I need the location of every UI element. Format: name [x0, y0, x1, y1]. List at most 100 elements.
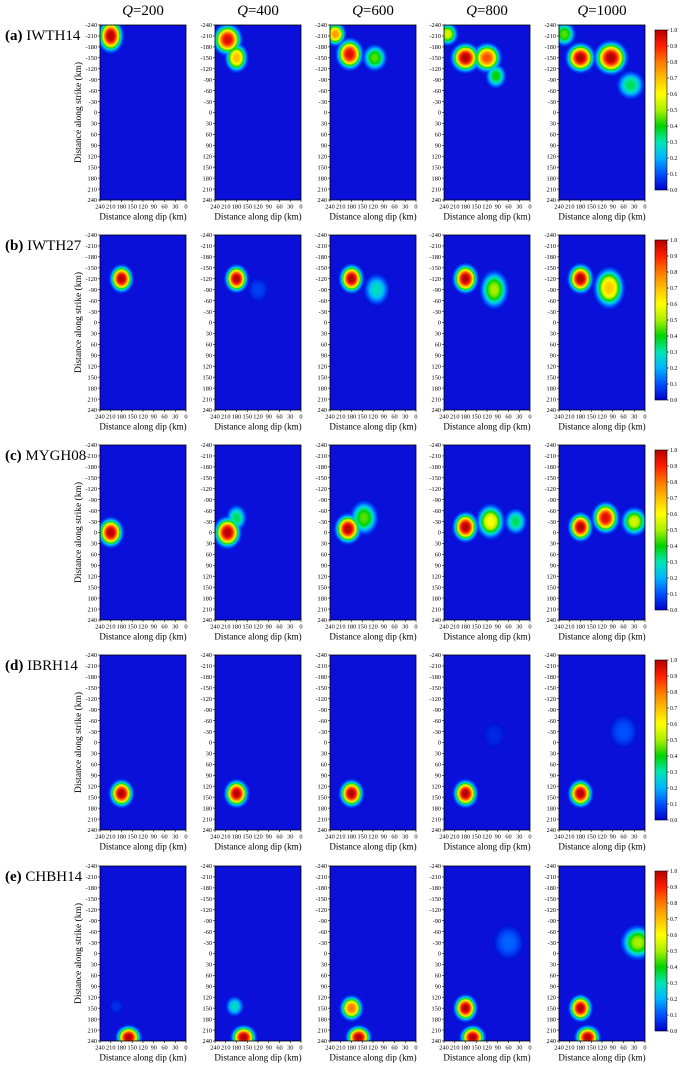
y-tick-label: -90 [548, 707, 556, 714]
y-tick-label: 60 [206, 973, 212, 980]
y-tick-label: 240 [547, 407, 556, 414]
x-tick-label: 210 [221, 624, 230, 631]
x-tick-label: 210 [106, 1045, 115, 1052]
y-tick-label: -90 [204, 77, 212, 84]
heatmap-panel: -240-210-180-150-120-90-60-3003060901201… [544, 442, 646, 641]
y-tick-label: 150 [318, 164, 327, 171]
x-tick-label: 0 [528, 1045, 531, 1052]
x-tick-label: 210 [106, 414, 115, 421]
y-tick-label: -90 [433, 497, 441, 504]
y-tick-label: 60 [206, 132, 212, 139]
y-tick-label: 240 [547, 197, 556, 204]
heatmap-field [444, 445, 530, 620]
colorbar-tick-label: 0.0 [670, 818, 677, 824]
y-tick-label: -210 [544, 663, 556, 670]
y-tick-label: -150 [85, 55, 97, 62]
y-tick-label: 60 [206, 552, 212, 559]
y-tick-label: 0 [438, 320, 441, 327]
y-tick-label: 60 [91, 973, 97, 980]
x-axis-label: Distance along dip (km) [443, 212, 530, 222]
x-tick-label: 30 [287, 834, 293, 841]
y-tick-label: 30 [435, 121, 441, 128]
x-tick-label: 60 [620, 834, 626, 841]
x-tick-label: 0 [184, 834, 187, 841]
y-tick-label: -210 [200, 243, 212, 250]
x-tick-label: 60 [161, 624, 167, 631]
y-tick-label: -150 [85, 896, 97, 903]
y-tick-label: 0 [209, 951, 212, 958]
y-tick-label: 120 [547, 153, 556, 160]
y-tick-label: 210 [88, 606, 97, 613]
x-tick-label: 0 [184, 624, 187, 631]
x-axis-label: Distance along dip (km) [443, 422, 530, 432]
y-tick-label: -180 [85, 674, 97, 681]
y-tick-label: 120 [547, 363, 556, 370]
colorbar-tick-label: 0.7 [670, 76, 677, 82]
x-tick-label: 180 [117, 834, 126, 841]
x-axis-label: Distance along dip (km) [99, 422, 186, 432]
heatmap-field [215, 25, 301, 200]
y-tick-label: 180 [88, 385, 97, 392]
y-tick-label: 0 [324, 110, 327, 117]
y-tick-label: 30 [321, 331, 327, 338]
x-tick-label: 90 [610, 624, 616, 631]
y-tick-label: 120 [318, 363, 327, 370]
y-tick-label: -30 [548, 99, 556, 106]
y-tick-label: -240 [200, 652, 212, 659]
y-tick-label: -240 [85, 652, 97, 659]
x-axis-label: Distance along dip (km) [329, 1053, 416, 1063]
y-tick-label: 90 [206, 353, 212, 360]
y-tick-label: -150 [85, 685, 97, 692]
x-tick-label: 150 [243, 834, 252, 841]
colorbar-tick-label: 0.1 [670, 382, 677, 388]
colorbar-tick-label: 0.6 [670, 512, 677, 518]
y-tick-label: -150 [544, 265, 556, 272]
y-tick-label: 180 [432, 805, 441, 812]
x-axis-label: Distance along dip (km) [443, 1053, 530, 1063]
x-tick-label: 30 [287, 204, 293, 211]
y-tick-label: 240 [547, 617, 556, 624]
x-tick-label: 0 [414, 834, 417, 841]
y-tick-label: -240 [200, 442, 212, 449]
x-tick-label: 60 [391, 414, 397, 421]
y-tick-label: 150 [88, 794, 97, 801]
y-tick-label: -210 [85, 453, 97, 460]
y-tick-label: -60 [204, 718, 212, 725]
y-tick-label: 90 [91, 353, 97, 360]
x-tick-label: 210 [221, 414, 230, 421]
y-tick-label: -30 [89, 729, 97, 736]
y-tick-label: -210 [544, 874, 556, 881]
x-tick-label: 90 [495, 1045, 501, 1052]
x-tick-label: 240 [210, 414, 219, 421]
y-tick-label: 90 [550, 984, 556, 991]
x-tick-label: 90 [381, 1045, 387, 1052]
y-tick-label: 0 [324, 740, 327, 747]
x-tick-label: 210 [450, 414, 459, 421]
y-tick-label: 240 [203, 827, 212, 834]
heatmap-field [330, 655, 416, 830]
x-tick-label: 90 [151, 414, 157, 421]
x-tick-label: 60 [161, 414, 167, 421]
x-tick-label: 120 [368, 1045, 377, 1052]
colorbar-tick-label: 0.8 [670, 270, 677, 276]
colorbar-tick-label: 0.7 [670, 917, 677, 923]
x-tick-label: 210 [565, 624, 574, 631]
row-label: (c) MYGH08 [5, 448, 86, 464]
y-axis-label: Distance along strike (km) [73, 903, 84, 1004]
y-tick-label: -90 [319, 287, 327, 294]
x-tick-label: 180 [576, 834, 585, 841]
colorbar-gradient [654, 659, 668, 821]
x-tick-label: 180 [461, 414, 470, 421]
y-tick-label: -240 [315, 22, 327, 29]
heatmap-panel: -240-210-180-150-120-90-60-3003060901201… [200, 442, 302, 641]
x-tick-label: 210 [565, 414, 574, 421]
y-tick-label: -60 [548, 718, 556, 725]
y-tick-label: 30 [206, 751, 212, 758]
y-tick-label: 30 [435, 751, 441, 758]
x-tick-label: 180 [232, 834, 241, 841]
colorbar-tick-label: 0.9 [670, 885, 677, 891]
y-tick-label: 0 [553, 110, 556, 117]
y-tick-label: -240 [429, 232, 441, 239]
y-tick-label: -60 [433, 508, 441, 515]
x-tick-label: 240 [554, 1045, 563, 1052]
